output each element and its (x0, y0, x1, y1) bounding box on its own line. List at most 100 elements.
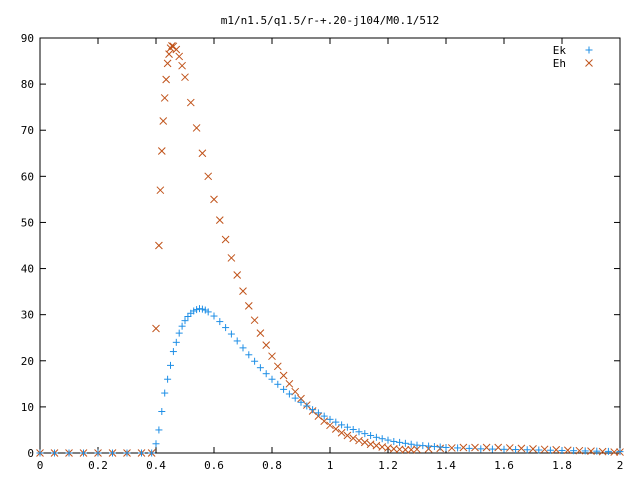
data-point-ek (172, 338, 180, 346)
data-point-ek (488, 445, 496, 453)
data-point-ek (181, 317, 189, 325)
data-point-ek (465, 444, 473, 452)
y-tick-label: 90 (21, 32, 34, 45)
data-point-ek (442, 443, 450, 451)
data-point-ek (148, 449, 156, 457)
data-point-ek (314, 409, 322, 417)
series-layer (36, 41, 624, 457)
data-point-eh (178, 61, 186, 70)
data-point-eh (215, 216, 224, 224)
series-ek (36, 305, 624, 457)
x-tick-label: 0.4 (146, 459, 166, 472)
data-point-eh (575, 446, 584, 455)
data-point-ek (178, 322, 186, 330)
y-tick-label: 80 (21, 78, 34, 91)
legend-label-eh: Eh (553, 57, 566, 70)
data-point-ek (280, 385, 288, 393)
data-point-ek (332, 418, 340, 426)
data-point-eh (204, 172, 213, 181)
data-point-ek (477, 445, 485, 453)
data-point-ek (349, 425, 357, 433)
y-tick-label: 10 (21, 401, 34, 414)
data-point-eh (165, 50, 173, 58)
y-tick-label: 20 (21, 355, 34, 368)
data-point-eh (360, 438, 369, 447)
data-point-ek (167, 361, 174, 369)
y-tick-label: 30 (21, 309, 34, 322)
data-point-eh (471, 443, 479, 452)
data-point-ek (338, 421, 346, 429)
data-point-eh (233, 271, 242, 279)
data-point-ek (251, 357, 259, 365)
data-point-ek (233, 337, 241, 345)
data-point-eh (163, 59, 172, 68)
data-point-ek (190, 307, 198, 315)
data-point-eh (331, 425, 340, 433)
data-point-eh (587, 447, 595, 456)
data-point-ek (320, 412, 328, 420)
data-point-ek (546, 446, 554, 454)
data-point-eh (256, 329, 265, 337)
data-point-ek (210, 312, 218, 320)
data-point-ek (326, 415, 334, 423)
data-point-ek (500, 445, 508, 453)
chart-title: m1/n1.5/q1.5/r-+.20-j104/M0.1/512 (221, 14, 440, 27)
data-point-eh (285, 379, 294, 388)
data-point-ek (256, 364, 264, 372)
data-point-eh (372, 441, 381, 450)
data-point-ek (175, 329, 183, 337)
data-point-eh (505, 444, 514, 452)
data-point-eh (343, 431, 352, 440)
data-point-ek (51, 449, 58, 457)
data-point-ek (303, 402, 311, 410)
plot-frame (39, 37, 621, 454)
data-point-eh (366, 440, 375, 449)
data-point-ek (558, 446, 566, 454)
data-point-ek (169, 348, 177, 356)
x-tick-label: 0.8 (262, 459, 282, 472)
x-tick-label: 1.8 (552, 459, 572, 472)
y-axis: 0 10 20 30 40 50 60 70 80 90 (21, 32, 620, 460)
data-point-eh (227, 254, 236, 262)
data-point-ek (94, 449, 102, 457)
data-point-ek (523, 446, 531, 454)
data-point-eh (239, 287, 247, 296)
data-point-ek (245, 351, 253, 359)
data-point-ek (616, 448, 624, 456)
x-tick-label: 0.6 (204, 459, 224, 472)
data-point-ek (155, 426, 163, 434)
data-point-ek (454, 444, 462, 452)
data-point-eh (244, 302, 253, 310)
data-point-ek (512, 446, 520, 454)
data-point-ek (204, 308, 212, 316)
data-point-ek (65, 449, 73, 457)
y-tick-label: 60 (21, 170, 34, 183)
x-tick-label: 2 (617, 459, 624, 472)
data-point-eh (529, 444, 537, 453)
data-point-eh (181, 73, 189, 82)
x-tick-label: 1.6 (494, 459, 514, 472)
data-point-eh (221, 235, 230, 244)
data-point-ek (109, 449, 116, 457)
x-tick-label: 1.4 (436, 459, 456, 472)
data-point-eh (160, 94, 169, 102)
x-axis: 0 0.2 0.4 0.6 0.8 1 1.2 1.4 1.6 1.8 2 (37, 38, 624, 472)
data-point-ek (138, 449, 145, 457)
data-point-ek (361, 430, 369, 438)
data-point-ek (372, 433, 380, 441)
data-point-ek (164, 375, 172, 383)
data-point-ek (123, 449, 131, 457)
data-point-ek (297, 398, 305, 406)
data-point-ek (268, 375, 276, 383)
data-point-ek (593, 447, 601, 455)
data-point-eh (563, 446, 572, 455)
data-point-ek (36, 449, 44, 457)
data-point-ek (291, 394, 299, 402)
data-point-ek (355, 428, 363, 436)
data-point-eh (401, 445, 410, 454)
x-tick-label: 1.2 (378, 459, 398, 472)
data-point-ek (222, 324, 230, 332)
data-point-eh (540, 445, 549, 454)
